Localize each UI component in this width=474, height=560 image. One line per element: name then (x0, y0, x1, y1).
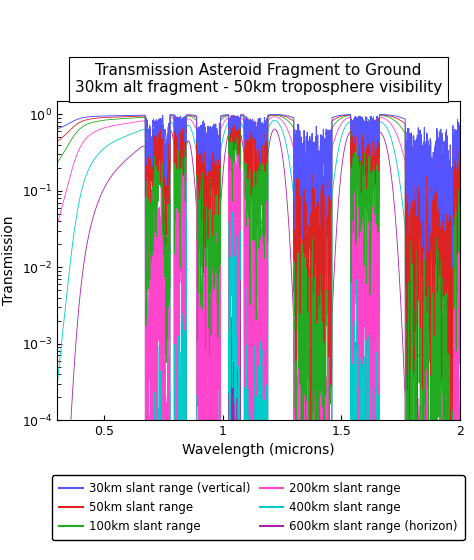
Y-axis label: Transmission: Transmission (2, 216, 16, 305)
Legend: 30km slant range (vertical), 50km slant range, 100km slant range, 200km slant ra: 30km slant range (vertical), 50km slant … (52, 475, 465, 540)
Title: Transmission Asteroid Fragment to Ground
30km alt fragment - 50km troposphere vi: Transmission Asteroid Fragment to Ground… (75, 63, 442, 95)
X-axis label: Wavelength (microns): Wavelength (microns) (182, 444, 335, 458)
